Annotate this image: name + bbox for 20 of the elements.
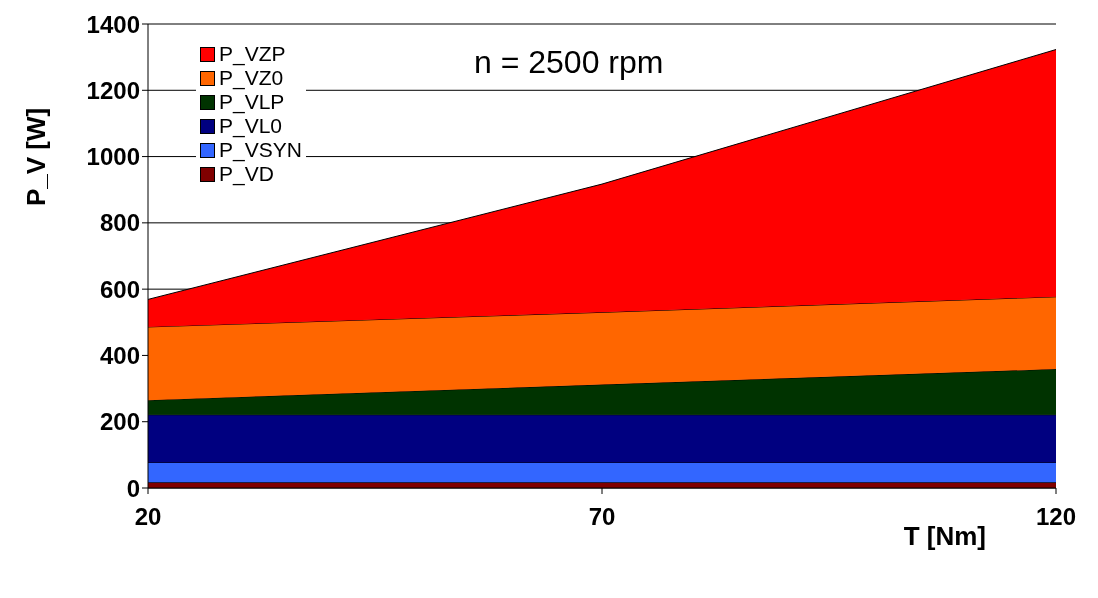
y-tick-label: 200 — [99, 408, 140, 436]
x-tick-label: 120 — [1035, 503, 1077, 531]
legend-label: P_VZP — [219, 42, 286, 66]
y-tick-label: 1000 — [86, 143, 140, 171]
legend-label: P_VL0 — [219, 114, 283, 138]
legend-label: P_VZ0 — [219, 66, 284, 90]
annotation: n = 2500 rpm — [470, 44, 668, 81]
y-tick-label: 1200 — [86, 76, 140, 104]
y-tick-label: 600 — [99, 275, 140, 303]
legend-label: P_VLP — [219, 90, 285, 114]
y-axis-title: P_V [W] — [21, 107, 52, 206]
legend-label: P_VD — [219, 162, 274, 186]
y-tick-label: 800 — [99, 209, 140, 237]
legend-label: P_VSYN — [219, 138, 302, 162]
y-tick-label: 0 — [126, 474, 140, 502]
y-tick-label: 1400 — [86, 10, 140, 38]
x-tick-label: 70 — [588, 503, 616, 531]
y-tick-label: 400 — [99, 341, 140, 369]
x-axis-title: T [Nm] — [903, 521, 986, 551]
x-tick-label: 20 — [134, 503, 162, 531]
